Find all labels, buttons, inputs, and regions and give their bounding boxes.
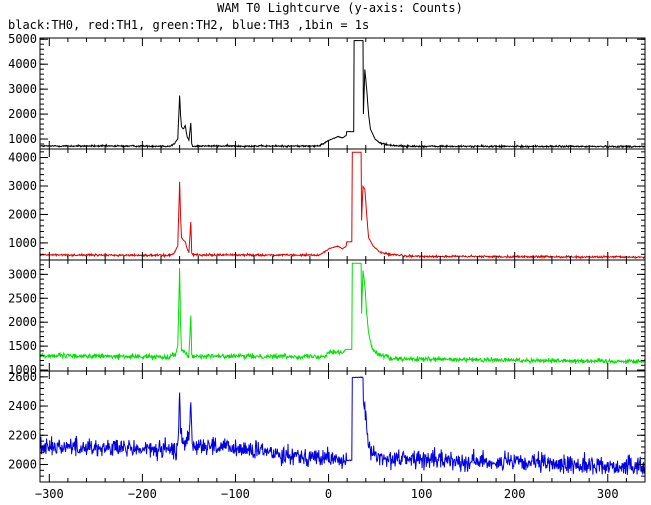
y-tick-label-th1-2000: 2000: [8, 207, 37, 221]
y-tick-label-th0-3000: 3000: [8, 82, 37, 96]
x-tick-label--300: −300: [35, 487, 64, 501]
y-tick-label-th2-2000: 2000: [8, 315, 37, 329]
y-tick-label-th3-2600: 2600: [8, 370, 37, 384]
panel-frame-4: [39, 370, 646, 483]
y-tick-label-th1-1000: 1000: [8, 236, 37, 250]
x-tick-label-300: 300: [597, 487, 619, 501]
y-tick-label-th3-2400: 2400: [8, 399, 37, 413]
series-line-th0: [39, 39, 646, 150]
y-tick-label-th1-4000: 4000: [8, 151, 37, 165]
y-tick-label-th2-1500: 1500: [8, 339, 37, 353]
x-tick-label-100: 100: [411, 487, 433, 501]
panel-frame-3: [39, 259, 646, 372]
series-line-th2: [39, 262, 646, 365]
x-tick-label-0: 0: [325, 487, 332, 501]
y-tick-label-th0-2000: 2000: [8, 107, 37, 121]
y-tick-label-th0-1000: 1000: [8, 132, 37, 146]
panels-group: 1000200030004000500010002000300040001000…: [8, 32, 646, 501]
x-tick-label--200: −200: [128, 487, 157, 501]
y-tick-label-th2-3000: 3000: [8, 267, 37, 281]
panel-frame-2: [39, 148, 646, 261]
chart-title: WAM T0 Lightcurve (y-axis: Counts): [217, 1, 463, 15]
y-tick-label-th0-5000: 5000: [8, 32, 37, 46]
panel-frame-1: [39, 37, 646, 150]
y-tick-label-th0-4000: 4000: [8, 57, 37, 71]
y-tick-label-th3-2200: 2200: [8, 428, 37, 442]
y-tick-label-th1-3000: 3000: [8, 179, 37, 193]
y-tick-label-th2-2500: 2500: [8, 291, 37, 305]
series-line-th1: [39, 151, 646, 260]
x-tick-label--100: −100: [221, 487, 250, 501]
y-tick-label-th2-1000: 1000: [8, 363, 37, 377]
x-tick-label-200: 200: [504, 487, 526, 501]
chart-subtitle: black:TH0, red:TH1, green:TH2, blue:TH3 …: [8, 18, 369, 32]
y-tick-label-th3-2000: 2000: [8, 457, 37, 471]
series-line-th3: [39, 376, 646, 475]
